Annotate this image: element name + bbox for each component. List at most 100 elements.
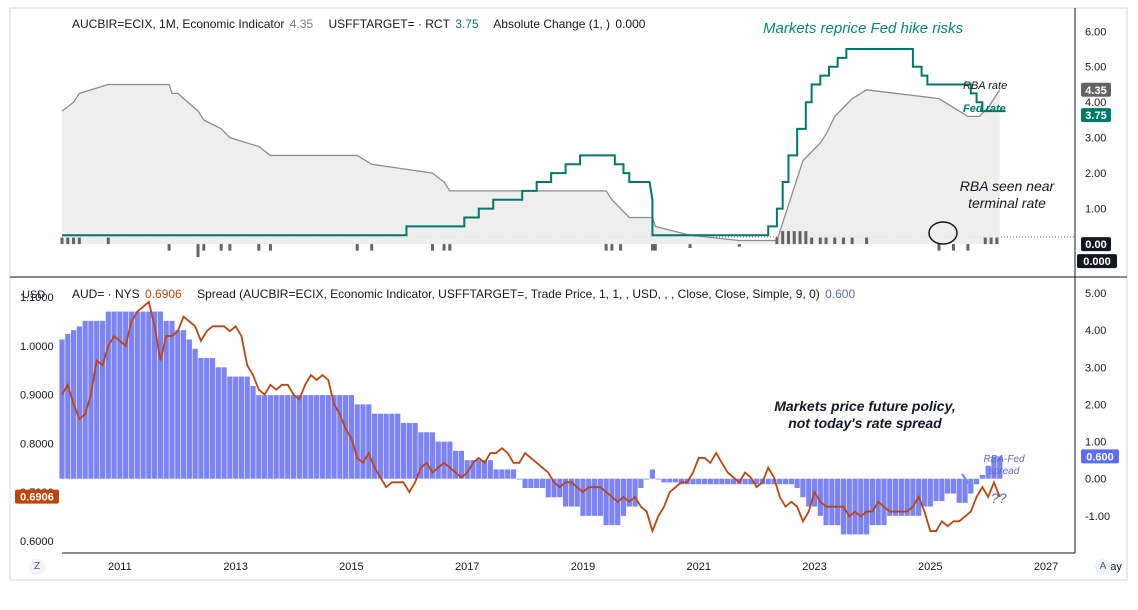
spread-bar [956,478,962,503]
spread-bar [586,478,592,516]
spread-bar [516,478,522,480]
change-bar [202,244,206,251]
change-bar [865,237,869,245]
spread-bar [464,460,470,479]
spread-bar [209,358,216,479]
spread-bar [238,376,245,479]
change-bar [688,244,692,248]
spread-bar [290,395,297,479]
spread-bar [343,395,349,479]
top-y-tick-label: 1.00 [1085,204,1106,216]
spread-price-label-bg [1081,449,1119,464]
aud-price-label-bg [15,489,59,504]
spread-bar [157,311,164,479]
top-y-tick-label: 2.00 [1085,168,1106,180]
change-bar [370,244,374,251]
spread-bar [713,478,719,485]
spread-bar [314,395,320,479]
top-symbol[interactable]: AUCBIR=ECIX, 1M, Economic Indicator [72,17,285,31]
bottom-y-tick-left: 1.1000 [20,292,54,304]
spread-bar [123,311,129,479]
top-pane [60,48,1006,258]
spread-bar [823,478,829,526]
spread-indicator[interactable]: Spread (AUCBIR=ECIX, Economic Indicator,… [197,287,820,301]
aud-symbol[interactable]: AUD= · NYS [72,287,140,301]
compare-symbol[interactable]: USFFTARGET= · RCT [328,17,450,31]
spread-bar [806,478,812,507]
top-symbol-value: 4.35 [289,17,314,31]
spread-bar [835,478,841,526]
change-bar [355,244,359,251]
bottom-y-tick-left: 0.9000 [20,390,54,402]
fed-price-label: 3.75 [1081,108,1111,123]
change-bar [798,231,802,245]
spread-bar [892,478,899,516]
change-bar [818,237,822,245]
bottom-y-tick-left: 0.8000 [20,438,54,450]
spread-bar [881,478,887,526]
bottom-legend: AUD= · NYS 0.6906 Spread (AUCBIR=ECIX, E… [72,287,857,301]
change-bar [841,237,845,245]
spread-bar [99,320,106,479]
spread-price-label-text: 0.600 [1086,451,1114,463]
aud-price-label: 0.6906 [15,489,59,504]
spread-bar [846,478,852,535]
spread-bar [910,478,916,516]
rba-price-label-bg [1081,82,1111,97]
spread-bar [111,311,117,479]
change-bar [989,237,993,245]
change-bar [77,237,81,245]
change-bar [448,244,452,251]
change-bar [737,244,741,247]
fed-price-label-bg [1081,108,1111,123]
auto-scale-right-button[interactable]: A [1095,559,1111,575]
change-indicator[interactable]: Absolute Change (1, ) [493,17,611,31]
spread-bar [800,478,806,498]
spread-bar [447,441,453,479]
spread-bar [186,339,192,479]
change-bar [219,244,223,251]
spread-bar [435,441,441,479]
change-bar [966,244,970,251]
spread-indicator-value: 0.600 [825,287,856,301]
spread-bar [412,423,418,479]
spread-bar [707,478,713,485]
spread-bar [545,478,551,498]
spread-bar [499,469,505,479]
change-bar [66,237,70,245]
spread-bar [215,367,221,479]
auto-scale-left-button[interactable]: Z [29,559,45,575]
change-price-label-b-text: 0.000 [1083,256,1111,268]
spread-bar [163,320,169,479]
spread-bar [788,478,794,485]
spread-bar [470,460,476,479]
x-tick-label: 2027 [1034,561,1058,573]
bottom-y-tick-right: -1.00 [1085,511,1110,523]
spread-bar [649,469,656,479]
change-price-label-a-bg [1081,237,1111,252]
spread-bar [719,478,725,485]
spread-bar [939,478,945,501]
annotation-fed-rate: Fed rate [963,103,1006,115]
spread-bar [493,469,499,479]
change-bar [792,231,796,245]
spread-bar [829,478,835,526]
spread-bar [754,478,760,485]
top-legend: AUCBIR=ECIX, 1M, Economic Indicator 4.35… [72,17,647,31]
spread-bar [140,311,146,479]
spread-bar [331,395,337,479]
change-bar [257,244,261,251]
spread-bar [858,478,864,535]
x-tick-label: 2017 [455,561,479,573]
change-bar [196,244,200,258]
highlight-circle [928,221,958,245]
spread-bar [319,395,326,479]
spread-bar [198,358,204,479]
spread-bar [979,475,985,479]
change-indicator-value: 0.000 [615,17,646,31]
spread-bar [400,423,407,479]
spread-bar [655,478,661,480]
change-bar [951,244,955,251]
spread-bar [771,478,777,485]
